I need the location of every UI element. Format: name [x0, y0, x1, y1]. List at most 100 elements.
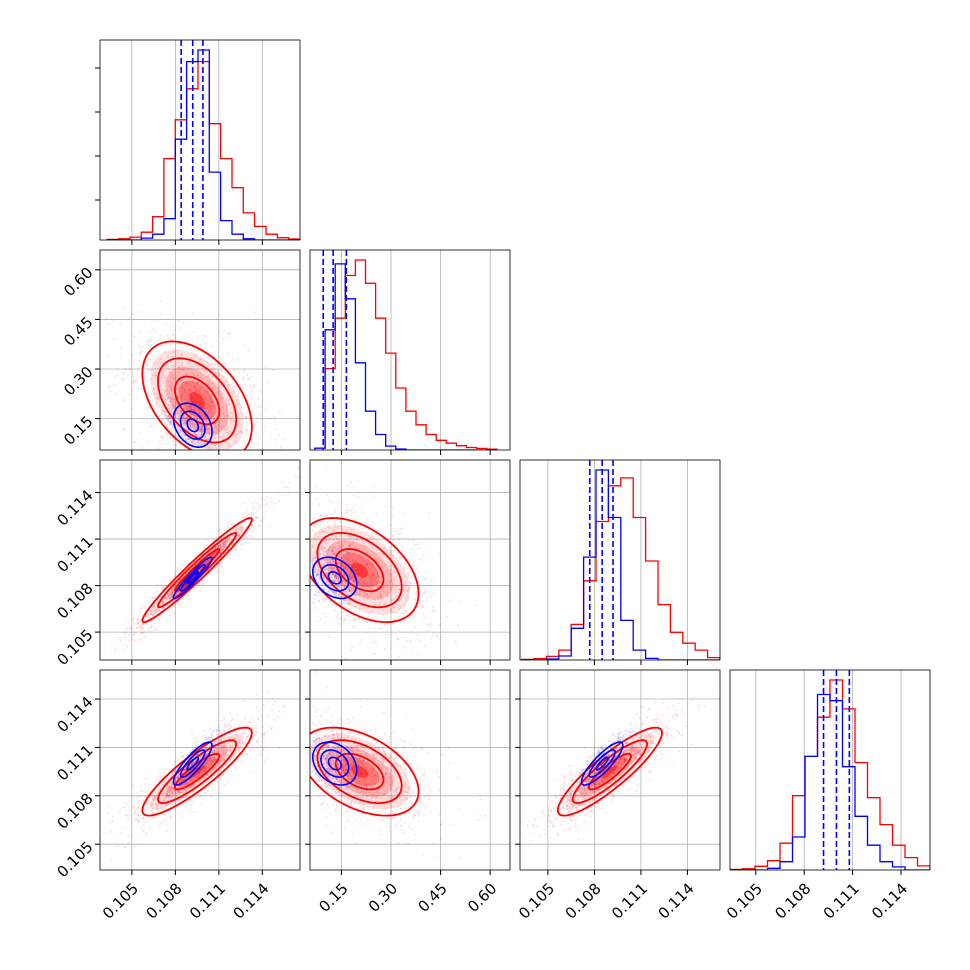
scatter-point: [247, 541, 250, 544]
scatter-point: [347, 557, 350, 560]
scatter-point: [273, 502, 276, 505]
scatter-point: [172, 407, 174, 410]
scatter-point: [409, 641, 412, 644]
scatter-point: [374, 558, 377, 561]
scatter-point: [328, 561, 331, 564]
scatter-point: [253, 733, 256, 736]
scatter-point: [321, 545, 323, 548]
scatter-point: [208, 391, 211, 394]
scatter-point: [202, 359, 205, 362]
scatter-point: [210, 439, 213, 442]
scatter-point: [216, 751, 219, 753]
scatter-point: [187, 428, 189, 431]
scatter-point: [196, 382, 198, 385]
scatter-point: [187, 438, 190, 441]
scatter-point: [205, 560, 208, 563]
scatter-point: [261, 736, 264, 739]
scatter-point: [177, 396, 180, 399]
scatter-point: [175, 800, 178, 803]
scatter-point: [341, 544, 344, 547]
scatter-point: [366, 550, 369, 553]
scatter-point: [235, 768, 238, 771]
scatter-point: [352, 552, 354, 555]
scatter-point: [189, 389, 192, 392]
scatter-point: [201, 425, 204, 428]
scatter-point: [139, 626, 142, 629]
scatter-point: [221, 405, 224, 408]
scatter-point: [361, 586, 364, 589]
scatter-point: [339, 556, 342, 559]
scatter-point: [189, 420, 192, 423]
scatter-point: [346, 509, 349, 511]
scatter-point: [161, 375, 164, 378]
scatter-point: [156, 612, 159, 614]
scatter-point: [369, 581, 372, 584]
scatter-point: [352, 605, 355, 608]
scatter-point: [223, 783, 226, 786]
scatter-point: [220, 746, 223, 749]
scatter-point: [181, 394, 184, 397]
scatter-point: [348, 559, 351, 562]
scatter-point: [424, 577, 427, 580]
scatter-point: [192, 428, 195, 431]
scatter-point: [234, 432, 237, 435]
scatter-point: [137, 803, 140, 806]
scatter-point: [219, 757, 222, 760]
scatter-point: [189, 798, 192, 801]
scatter-point: [194, 363, 197, 366]
scatter-point: [262, 516, 265, 519]
scatter-point: [330, 549, 333, 552]
scatter-point: [158, 362, 161, 365]
scatter-point: [189, 390, 192, 393]
scatter-point: [149, 616, 152, 619]
contour-red: [173, 375, 221, 426]
scatter-point: [317, 566, 320, 569]
scatter-point: [319, 553, 322, 556]
scatter-point: [398, 582, 401, 585]
scatter-point: [351, 560, 354, 563]
scatter-point: [323, 568, 326, 571]
scatter-point: [207, 765, 210, 768]
scatter-point: [140, 447, 143, 449]
scatter-point: [353, 593, 356, 596]
scatter-point: [123, 806, 126, 809]
scatter-point: [214, 423, 216, 425]
scatter-point: [369, 581, 372, 584]
scatter-point: [339, 603, 342, 606]
scatter-point: [378, 557, 381, 560]
scatter-point: [380, 557, 383, 560]
scatter-point: [418, 602, 421, 605]
scatter-point: [333, 567, 336, 570]
scatter-point: [170, 342, 173, 345]
contour-red: [316, 531, 403, 609]
scatter-point: [134, 632, 137, 635]
scatter-point: [133, 622, 136, 625]
scatter-point: [225, 421, 228, 424]
scatter-point: [151, 361, 154, 364]
scatter-point: [190, 419, 192, 422]
scatter-point: [322, 547, 325, 550]
scatter-data: [110, 466, 300, 654]
scatter-point: [166, 794, 169, 796]
scatter-point: [293, 474, 296, 477]
scatter-point: [205, 753, 208, 756]
scatter-point: [341, 603, 344, 606]
scatter-point: [199, 589, 202, 592]
scatter-point: [320, 547, 323, 550]
scatter-point: [172, 787, 175, 790]
scatter-point: [145, 615, 148, 618]
scatter-point: [227, 384, 230, 387]
scatter-point: [191, 446, 194, 449]
scatter-point: [244, 515, 247, 518]
scatter-point: [109, 390, 112, 393]
scatter-point: [123, 371, 126, 374]
scatter-point: [343, 573, 346, 576]
scatter-point: [331, 548, 334, 551]
scatter-point: [227, 728, 230, 731]
scatter-point: [401, 527, 404, 530]
scatter-point: [247, 350, 250, 353]
scatter-point: [313, 557, 316, 560]
scatter-point: [349, 572, 351, 575]
scatter-point: [157, 803, 160, 806]
scatter-point: [416, 543, 419, 546]
